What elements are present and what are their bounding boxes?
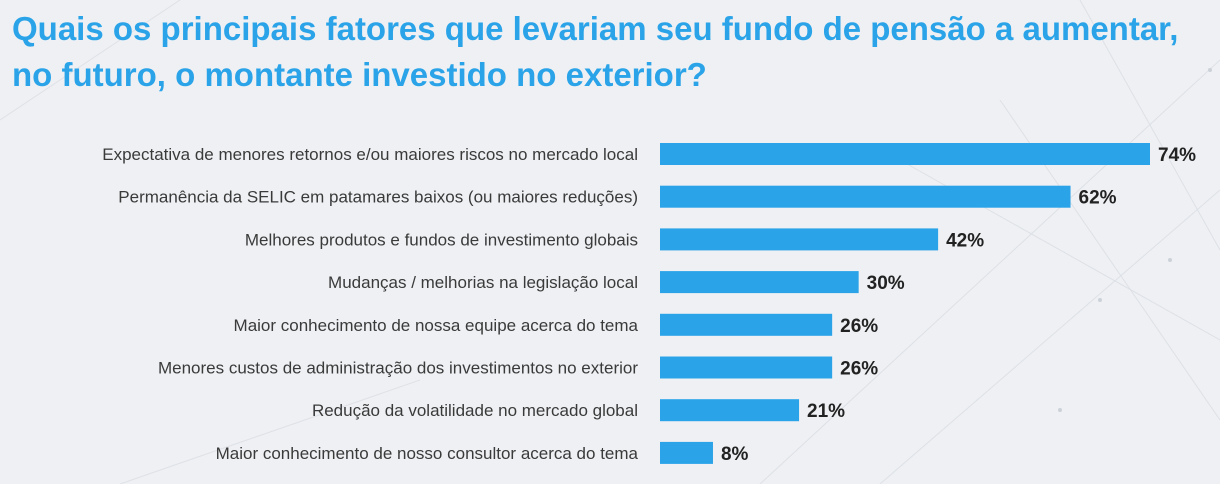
category-label: Mudanças / melhorias na legislação local bbox=[328, 273, 638, 292]
value-label: 42% bbox=[946, 230, 984, 251]
bar bbox=[660, 441, 713, 464]
category-label: Menores custos de administração dos inve… bbox=[158, 359, 638, 378]
bar bbox=[660, 399, 800, 422]
value-label: 8% bbox=[721, 444, 749, 465]
category-label: Permanência da SELIC em patamares baixos… bbox=[118, 188, 638, 207]
value-label: 26% bbox=[840, 359, 878, 380]
category-label: Redução da volatilidade no mercado globa… bbox=[312, 401, 638, 420]
value-label: 62% bbox=[1079, 188, 1117, 209]
value-label: 30% bbox=[867, 273, 905, 294]
bar bbox=[660, 185, 1071, 208]
category-label: Maior conhecimento de nosso consultor ac… bbox=[216, 444, 639, 463]
bar bbox=[660, 356, 833, 379]
category-label: Melhores produtos e fundos de investimen… bbox=[245, 230, 638, 249]
chart-title: Quais os principais fatores que levariam… bbox=[12, 10, 1179, 93]
bar bbox=[660, 271, 859, 294]
value-label: 21% bbox=[807, 401, 845, 422]
value-label: 26% bbox=[840, 316, 878, 337]
bar bbox=[660, 143, 1150, 165]
bar bbox=[660, 228, 939, 251]
bar bbox=[660, 313, 833, 336]
category-label: Expectativa de menores retornos e/ou mai… bbox=[102, 145, 638, 164]
value-label: 74% bbox=[1158, 145, 1196, 166]
category-label: Maior conhecimento de nossa equipe acerc… bbox=[234, 316, 639, 335]
